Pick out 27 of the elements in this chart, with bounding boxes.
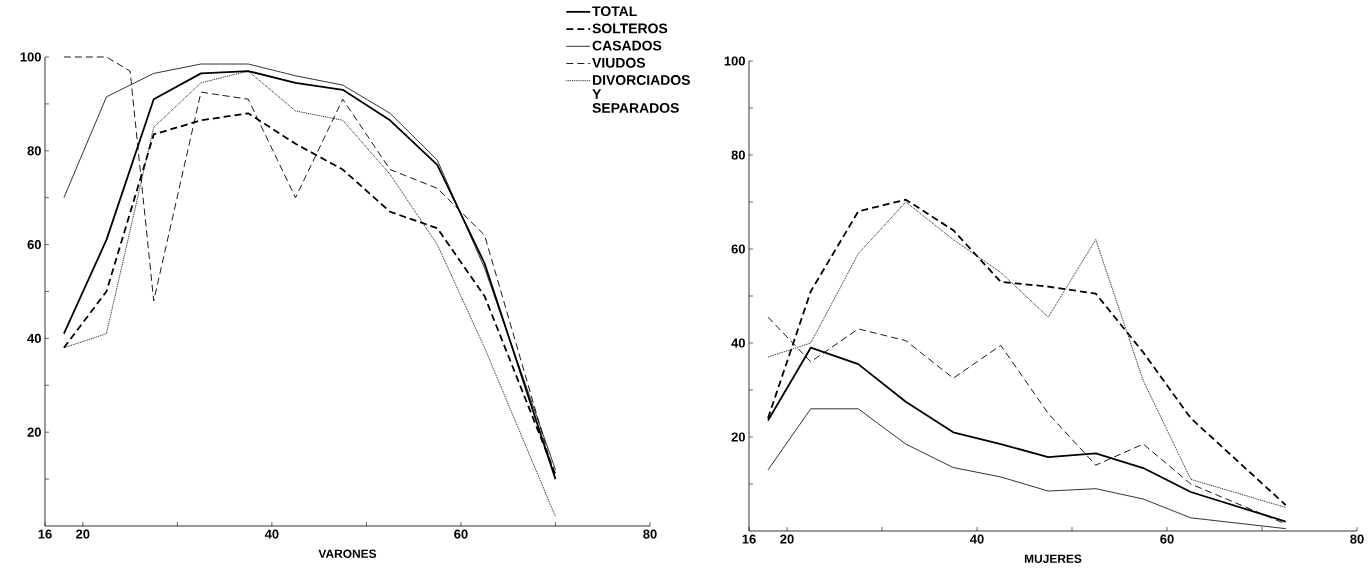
y-tick-label: 20 bbox=[27, 427, 41, 437]
x-tick-label: 16 bbox=[742, 534, 756, 544]
x-tick-label: 20 bbox=[76, 529, 90, 539]
y-tick-label: 100 bbox=[20, 52, 41, 62]
legend-label: SOLTEROS bbox=[592, 23, 668, 34]
y-tick-label: 60 bbox=[27, 240, 41, 250]
x-tick-label: 60 bbox=[1160, 534, 1174, 544]
x-tick-label: 80 bbox=[643, 529, 657, 539]
x-axis-title: VARONES bbox=[318, 549, 377, 558]
x-tick-label: 20 bbox=[780, 534, 794, 544]
legend-label: VIUDOS bbox=[592, 57, 645, 68]
y-tick-label: 80 bbox=[731, 150, 745, 160]
y-tick-label: 40 bbox=[27, 333, 41, 343]
legend-label: DIVORCIADOS Y SEPARADOS bbox=[592, 75, 690, 113]
x-tick-label: 80 bbox=[1350, 534, 1364, 544]
x-tick-label: 40 bbox=[264, 529, 279, 539]
y-tick-label: 100 bbox=[724, 56, 745, 66]
legend-label: CASADOS bbox=[592, 40, 662, 51]
x-axis-title: MUJERES bbox=[1024, 554, 1082, 563]
y-tick-label: 20 bbox=[731, 432, 745, 442]
y-tick-label: 60 bbox=[731, 244, 745, 254]
legend-label: TOTAL bbox=[592, 6, 637, 17]
x-tick-label: 16 bbox=[38, 529, 52, 539]
x-tick-label: 60 bbox=[454, 529, 468, 539]
x-tick-label: 40 bbox=[970, 534, 984, 544]
y-tick-label: 80 bbox=[27, 146, 41, 156]
y-tick-label: 40 bbox=[731, 338, 745, 348]
